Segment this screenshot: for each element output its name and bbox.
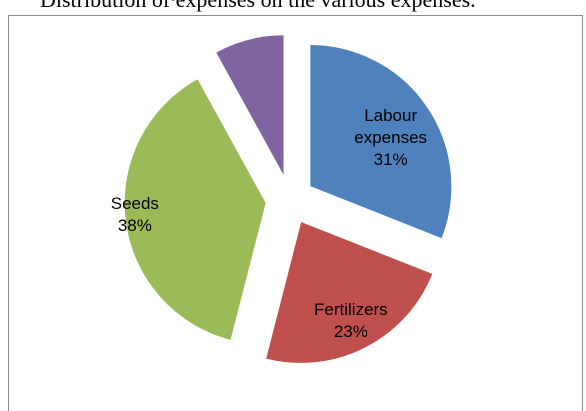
slice-name-label: Fertilizers bbox=[314, 300, 388, 319]
slice-name-label: Labour bbox=[364, 106, 417, 125]
slice-percent-label: 31% bbox=[374, 150, 408, 169]
slice-name-label: expenses bbox=[354, 128, 427, 147]
slice-name-label: Seeds bbox=[111, 194, 159, 213]
slice-percent-label: 23% bbox=[334, 322, 368, 341]
slice-label-pesticide-expenses: Pesticideexpenses8% bbox=[144, 0, 217, 5]
pie-slice-fertilizers bbox=[266, 221, 433, 363]
slice-percent-label: 38% bbox=[118, 216, 152, 235]
slice-percent-label: 8% bbox=[168, 0, 193, 5]
